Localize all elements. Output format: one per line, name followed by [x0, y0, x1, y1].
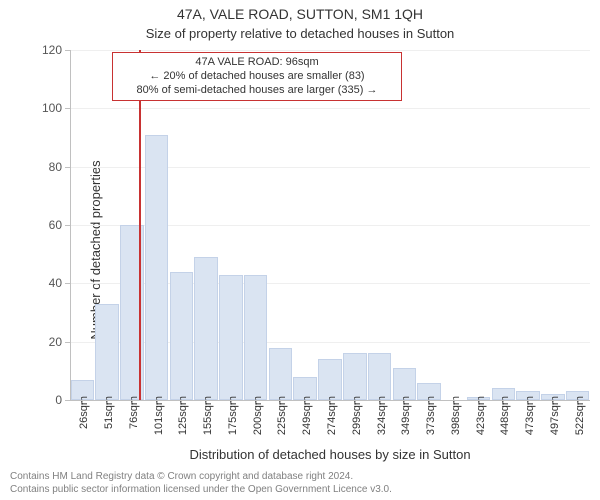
annotation-box: 47A VALE ROAD: 96sqm← 20% of detached ho…	[112, 52, 402, 101]
footer-line-1: Contains HM Land Registry data © Crown c…	[10, 471, 392, 484]
histogram-bar	[244, 275, 268, 400]
x-tick-label: 101sqm	[153, 396, 165, 435]
x-tick-label: 125sqm	[177, 396, 189, 435]
histogram-bar	[219, 275, 243, 400]
y-tick-label: 80	[32, 160, 62, 174]
x-axis-line	[70, 400, 590, 401]
histogram-bar	[368, 353, 392, 400]
x-axis-label: Distribution of detached houses by size …	[70, 447, 590, 462]
histogram-bar	[170, 272, 194, 400]
x-tick-label: 324sqm	[376, 396, 388, 435]
chart-subtitle: Size of property relative to detached ho…	[0, 26, 600, 41]
x-tick-label: 423sqm	[475, 396, 487, 435]
x-tick-label: 155sqm	[202, 396, 214, 435]
histogram-bar	[95, 304, 119, 400]
gridline	[70, 108, 590, 109]
x-tick-label: 373sqm	[425, 396, 437, 435]
y-tick-label: 60	[32, 218, 62, 232]
property-marker-line	[139, 50, 141, 400]
annotation-line: 47A VALE ROAD: 96sqm	[119, 56, 395, 70]
footer-attribution: Contains HM Land Registry data © Crown c…	[10, 471, 392, 496]
x-tick-label: 200sqm	[252, 396, 264, 435]
x-tick-label: 473sqm	[524, 396, 536, 435]
x-tick-label: 175sqm	[227, 396, 239, 435]
x-tick-label: 274sqm	[326, 396, 338, 435]
y-tick-label: 40	[32, 276, 62, 290]
x-tick-label: 522sqm	[574, 396, 586, 435]
footer-line-2: Contains public sector information licen…	[10, 484, 392, 497]
x-tick-label: 225sqm	[276, 396, 288, 435]
y-tick-label: 0	[32, 393, 62, 407]
histogram-bar	[194, 257, 218, 400]
annotation-line: 80% of semi-detached houses are larger (…	[119, 84, 395, 98]
x-tick-label: 249sqm	[301, 396, 313, 435]
histogram-bar	[343, 353, 367, 400]
gridline	[70, 50, 590, 51]
y-axis-line	[70, 50, 71, 400]
histogram-bar	[318, 359, 342, 400]
chart-title: 47A, VALE ROAD, SUTTON, SM1 1QH	[0, 6, 600, 22]
x-tick-label: 349sqm	[400, 396, 412, 435]
annotation-line: ← 20% of detached houses are smaller (83…	[119, 70, 395, 84]
x-tick-label: 497sqm	[549, 396, 561, 435]
y-tick-label: 20	[32, 335, 62, 349]
x-tick-label: 448sqm	[499, 396, 511, 435]
x-tick-label: 398sqm	[450, 396, 462, 435]
histogram-bar	[145, 135, 169, 400]
x-tick-label: 299sqm	[351, 396, 363, 435]
y-tick-label: 120	[32, 43, 62, 57]
histogram-bar	[269, 348, 293, 401]
y-tick-label: 100	[32, 101, 62, 115]
plot-area: 02040608010012026sqm51sqm76sqm101sqm125s…	[70, 50, 590, 400]
property-size-chart: 47A, VALE ROAD, SUTTON, SM1 1QH Size of …	[0, 0, 600, 500]
